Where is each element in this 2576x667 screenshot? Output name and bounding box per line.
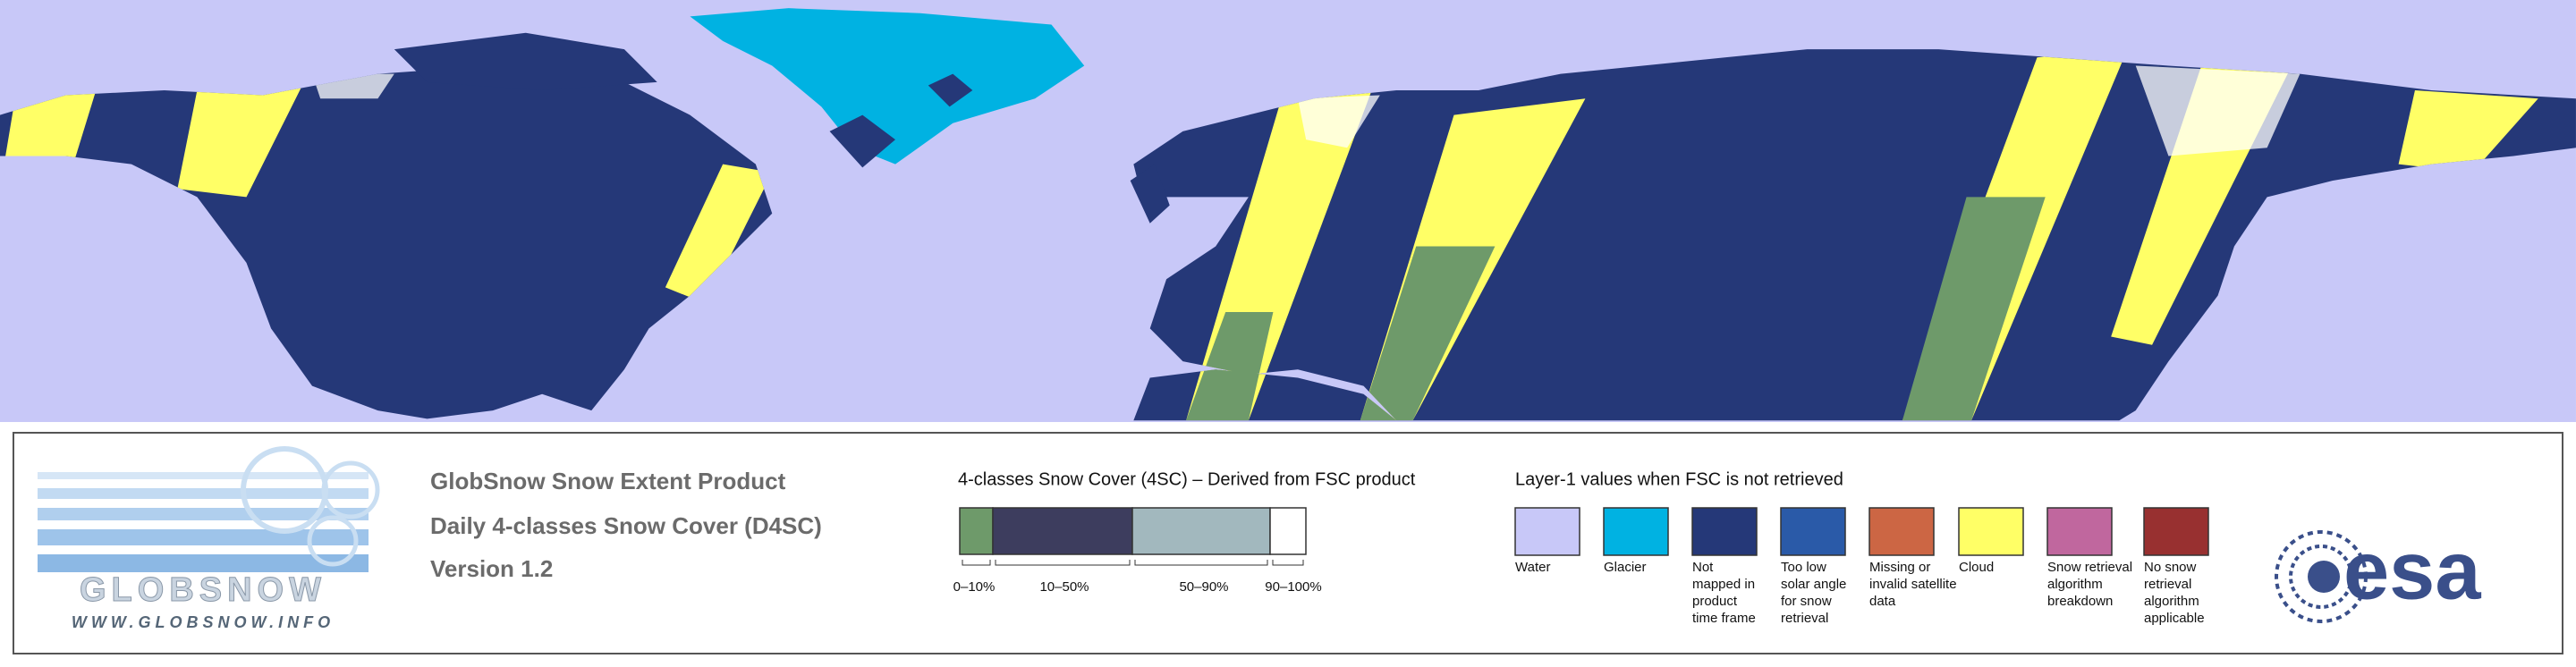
layer1-label: mapped in bbox=[1692, 577, 1755, 592]
greenland bbox=[690, 8, 1085, 165]
layer1-swatch bbox=[2046, 507, 2113, 556]
layer1-label: algorithm bbox=[2144, 594, 2199, 609]
layer1-label: data bbox=[1869, 594, 1896, 609]
class-label: 10–50% bbox=[1039, 579, 1089, 595]
layer1-label: invalid satellite bbox=[1869, 577, 1957, 592]
layer1-label: for snow bbox=[1781, 594, 1832, 609]
layer1-label: Too low bbox=[1781, 560, 1826, 575]
colorbar: 0–10% 10–50% 50–90% 90–100% bbox=[953, 507, 1322, 595]
layer1-label: Snow retrieval bbox=[2047, 560, 2132, 575]
layer1-label: Missing or bbox=[1869, 560, 1930, 575]
layer1-swatch bbox=[1958, 507, 2024, 556]
layer1-label: Not bbox=[1692, 560, 1714, 575]
greenland-patch bbox=[928, 73, 973, 107]
map bbox=[0, 0, 2576, 423]
layer1-label: applicable bbox=[2144, 611, 2205, 626]
layer1-label: No snow bbox=[2144, 560, 2197, 575]
layer1-label: product bbox=[1692, 594, 1738, 609]
layer1-swatch bbox=[1603, 507, 1669, 556]
layer1-swatch bbox=[1868, 507, 1935, 556]
layer1-label: Glacier bbox=[1604, 560, 1647, 575]
layer1-label: Water bbox=[1515, 560, 1550, 575]
class-label: 0–10% bbox=[953, 579, 996, 595]
globsnow-logo: GLOBSNOW WWW.GLOBSNOW.INFO bbox=[38, 446, 380, 631]
layer1-swatch bbox=[1691, 507, 1758, 556]
layer1-label: retrieval bbox=[1781, 611, 1828, 626]
class-label: 90–100% bbox=[1265, 579, 1321, 595]
class-swatch bbox=[959, 507, 994, 555]
greenland-south bbox=[829, 114, 896, 168]
layer1-label: retrieval bbox=[2144, 577, 2191, 592]
esa-name: esa bbox=[2343, 525, 2481, 616]
class-swatch bbox=[1131, 507, 1271, 555]
logo-url: WWW.GLOBSNOW.INFO bbox=[72, 613, 335, 631]
product-title: GlobSnow Snow Extent Product bbox=[430, 468, 786, 494]
layer1-swatch bbox=[1780, 507, 1846, 556]
layer1-label: breakdown bbox=[2047, 594, 2113, 609]
layer1-swatch bbox=[2143, 507, 2209, 556]
layer1-label: Cloud bbox=[1959, 560, 1994, 575]
product-version: Version 1.2 bbox=[430, 555, 553, 582]
esa-logo: esa bbox=[2275, 525, 2481, 623]
class-bracket bbox=[995, 560, 1131, 566]
class-swatch bbox=[992, 507, 1133, 555]
class-swatch bbox=[1269, 507, 1307, 555]
swaths bbox=[0, 49, 2538, 421]
layer1-swatch bbox=[1514, 507, 1580, 556]
layer1-label: time frame bbox=[1692, 611, 1756, 626]
product-subtitle: Daily 4-classes Snow Cover (D4SC) bbox=[430, 512, 822, 539]
class-bracket bbox=[1272, 560, 1304, 566]
class-bracket bbox=[962, 560, 991, 566]
snow-cover-title: 4-classes Snow Cover (4SC) – Derived fro… bbox=[958, 469, 1416, 489]
layer1-label: solar angle bbox=[1781, 577, 1846, 592]
class-bracket bbox=[1134, 560, 1268, 566]
class-label: 50–90% bbox=[1179, 579, 1228, 595]
layer1-title: Layer-1 values when FSC is not retrieved bbox=[1515, 469, 1843, 489]
layer1-label: algorithm bbox=[2047, 577, 2103, 592]
logo-name: GLOBSNOW bbox=[80, 571, 326, 609]
layer1-legend: Water Glacier Not mapped in product time fram… bbox=[1514, 507, 2209, 626]
